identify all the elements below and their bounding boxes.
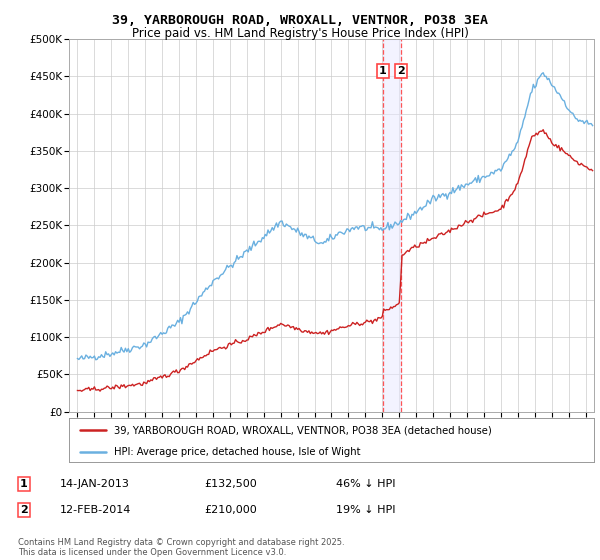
Text: 39, YARBOROUGH ROAD, WROXALL, VENTNOR, PO38 3EA: 39, YARBOROUGH ROAD, WROXALL, VENTNOR, P…: [112, 14, 488, 27]
Text: 19% ↓ HPI: 19% ↓ HPI: [336, 505, 395, 515]
Text: 39, YARBOROUGH ROAD, WROXALL, VENTNOR, PO38 3EA (detached house): 39, YARBOROUGH ROAD, WROXALL, VENTNOR, P…: [113, 425, 491, 435]
Text: HPI: Average price, detached house, Isle of Wight: HPI: Average price, detached house, Isle…: [113, 447, 360, 458]
Text: 1: 1: [20, 479, 28, 489]
Bar: [383, 39, 401, 412]
Text: 1: 1: [379, 66, 387, 76]
Text: £210,000: £210,000: [204, 505, 257, 515]
Text: 12-FEB-2014: 12-FEB-2014: [60, 505, 131, 515]
Text: 46% ↓ HPI: 46% ↓ HPI: [336, 479, 395, 489]
Text: Price paid vs. HM Land Registry's House Price Index (HPI): Price paid vs. HM Land Registry's House …: [131, 27, 469, 40]
Text: 2: 2: [20, 505, 28, 515]
Text: 2: 2: [397, 66, 405, 76]
Text: 14-JAN-2013: 14-JAN-2013: [60, 479, 130, 489]
Text: £132,500: £132,500: [204, 479, 257, 489]
Text: Contains HM Land Registry data © Crown copyright and database right 2025.
This d: Contains HM Land Registry data © Crown c…: [18, 538, 344, 557]
